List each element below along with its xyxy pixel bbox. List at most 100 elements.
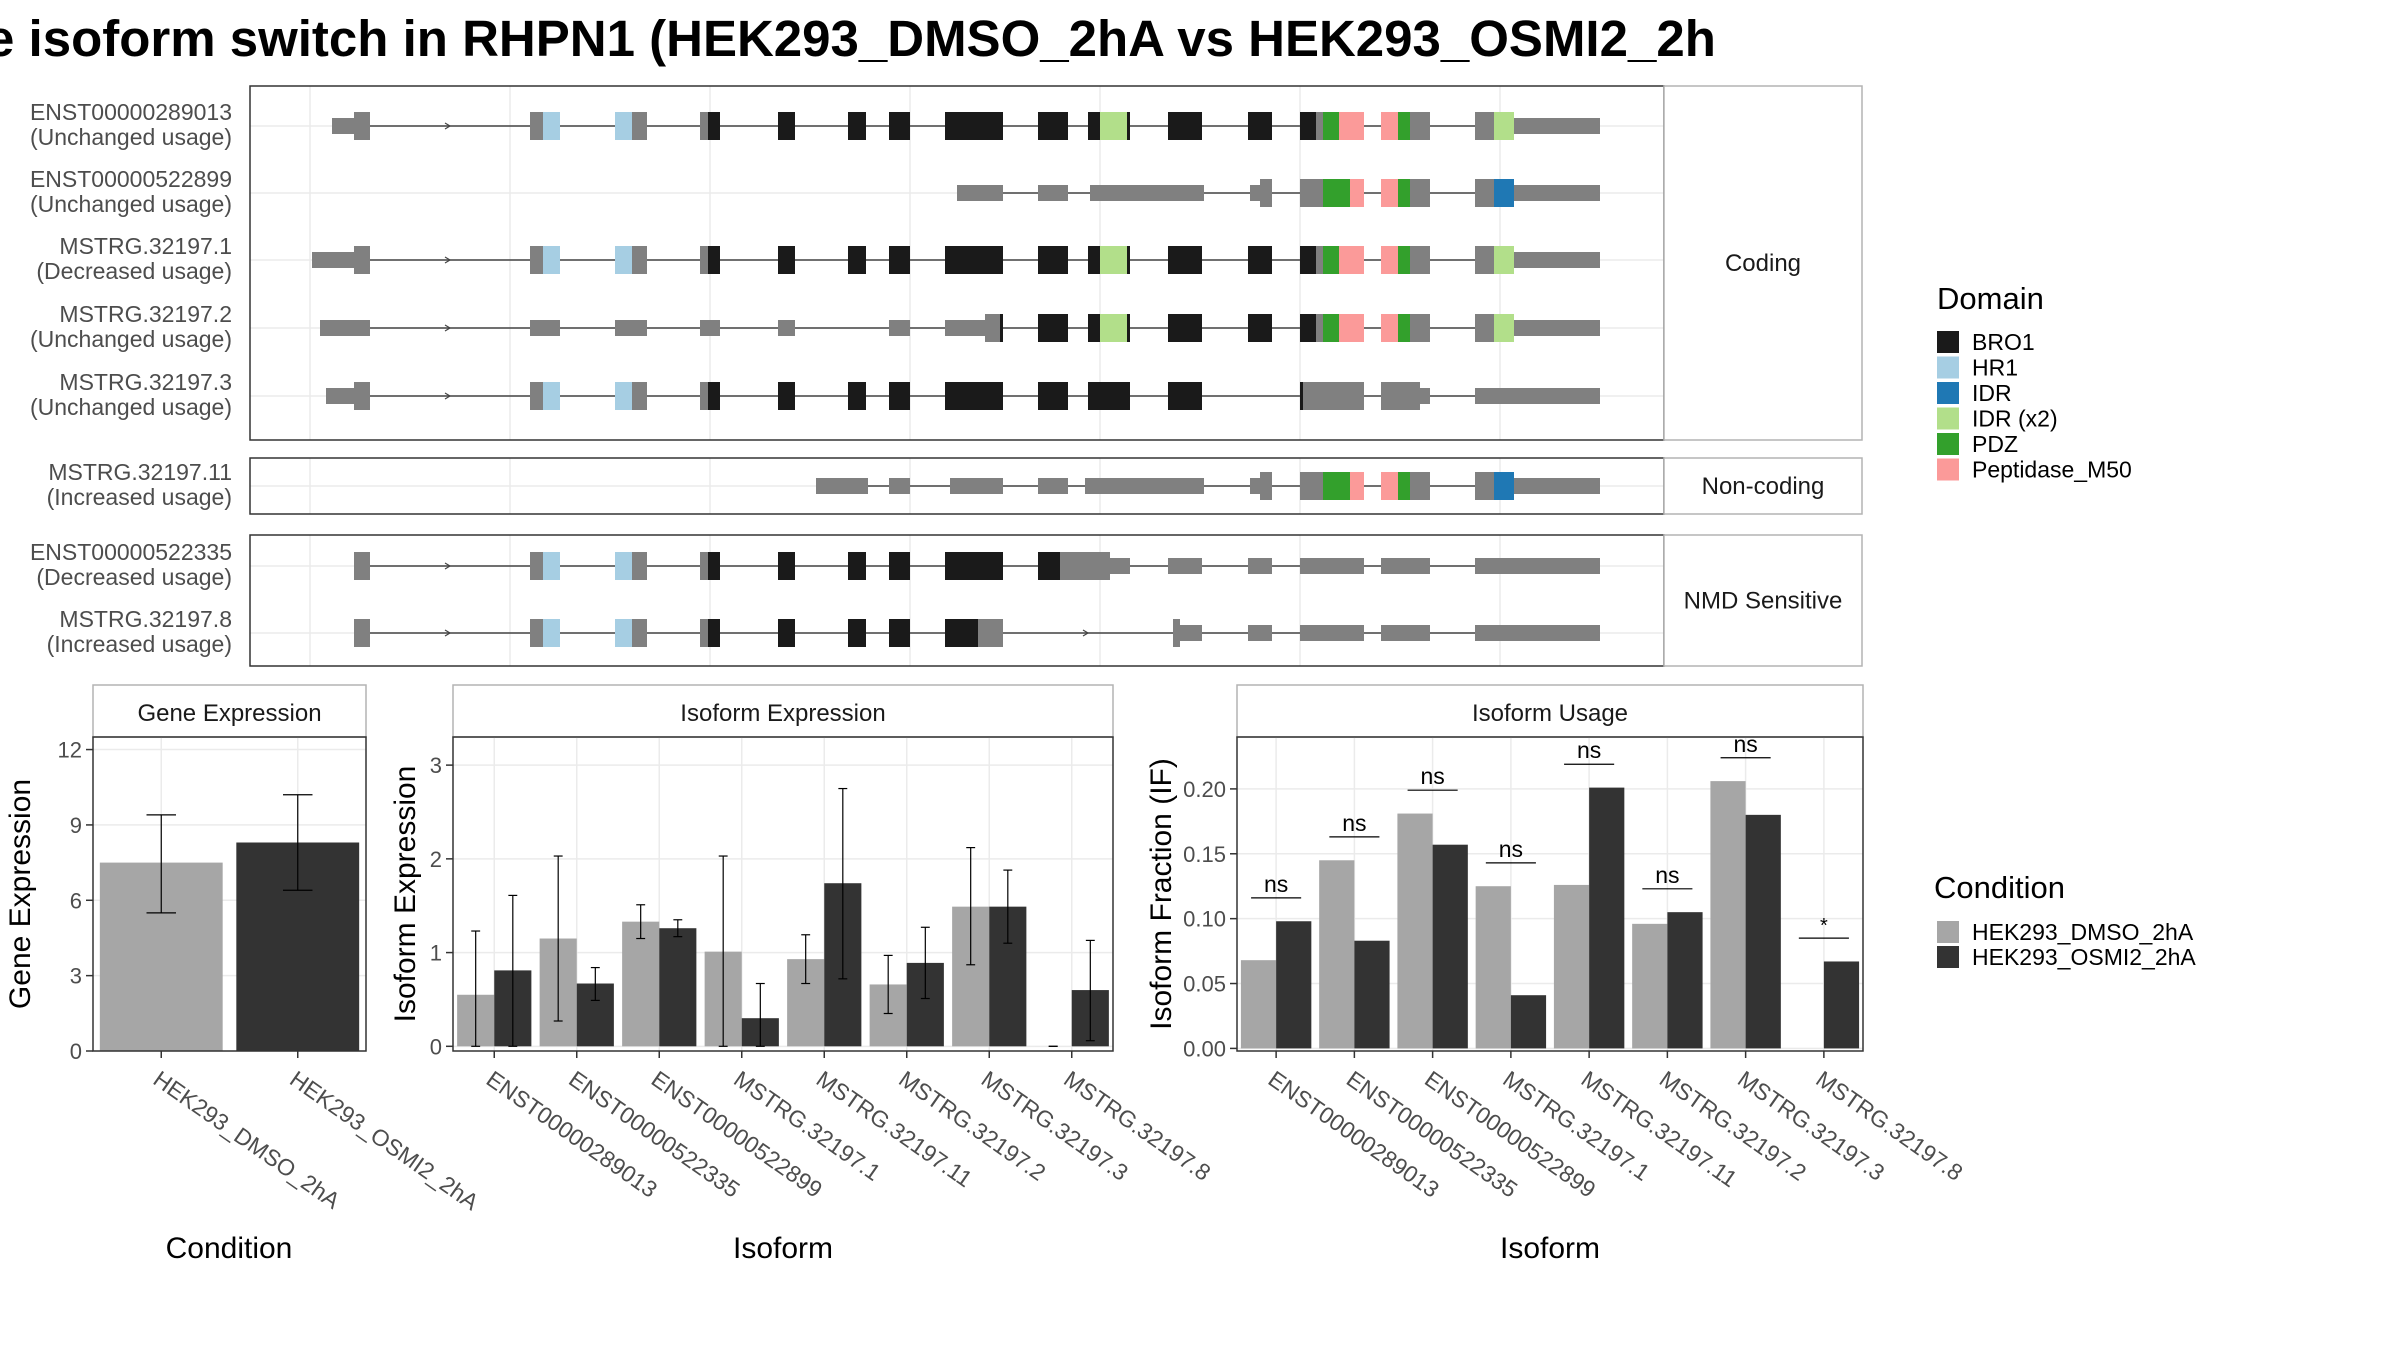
y-tick-label: 3 [70,964,82,989]
exon-segment [1168,382,1202,410]
significance-label: ns [1577,737,1601,763]
exon-segment [1381,558,1430,574]
legend-label: BRO1 [1972,329,2035,355]
exon-segment [1248,112,1272,140]
exon-segment [1514,185,1600,201]
exon-segment [530,552,543,580]
bar [1276,921,1312,1049]
exon-segment [778,112,795,140]
transcript-row [326,382,1600,410]
exon-segment [1494,179,1514,207]
exon-segment [816,478,868,494]
y-tick-label: 0.20 [1183,777,1226,802]
legend-key-pdz [1937,433,1959,455]
exon-segment [1248,625,1272,641]
exon-segment [615,552,632,580]
exon-segment [889,478,910,494]
exon-segment [1168,112,1202,140]
exon-segment [700,382,708,410]
isoform-id-label: MSTRG.32197.2 [59,301,232,327]
exon-segment [1350,179,1364,207]
exon-segment [1316,314,1323,342]
exon-segment [615,320,647,336]
exon-segment [945,552,1003,580]
exon-segment [1410,472,1430,500]
legend-key-idr-x2- [1937,407,1959,430]
exon-segment [530,112,543,140]
exon-segment [1248,246,1272,274]
exon-segment [1300,112,1316,140]
x-tick-label: MSTRG.32197.8 [1059,1066,1215,1186]
exon-segment [778,619,795,647]
isoform-usage-label: (Unchanged usage) [30,191,232,217]
exon-segment [848,112,866,140]
y-tick-label: 3 [430,753,442,778]
bar [1432,844,1468,1049]
exon-segment [1381,112,1398,140]
exon-segment [543,552,560,580]
exon-segment [1475,246,1494,274]
bar [1745,814,1781,1049]
chart-panel-border [1236,736,1864,1052]
isoform-usage-label: (Increased usage) [47,484,232,510]
exon-segment [945,112,1003,140]
isoform-id-label: ENST00000522899 [30,166,232,192]
exon-segment [1303,382,1364,410]
exon-segment [1248,558,1272,574]
chart-isoform-expression: Isoform Expression0123ENST00000289013ENS… [389,684,1216,1265]
exon-segment [1038,112,1068,140]
exon-segment [320,320,370,336]
exon-segment [1475,179,1494,207]
exon-segment [1494,112,1514,140]
chart-title-strip [1236,684,1864,738]
exon-segment [326,388,354,404]
exon-segment [1381,246,1398,274]
exon-segment [889,112,910,140]
exon-segment [778,320,795,336]
x-axis-title: Condition [166,1232,293,1265]
transcript-row [354,619,1600,647]
exon-segment [1300,558,1364,574]
exon-segment [1514,252,1600,268]
exon-segment [312,252,354,268]
legend-key-peptidase-m50 [1937,458,1959,481]
bar [1354,940,1390,1049]
x-tick-label: MSTRG.32197.3 [977,1066,1133,1186]
exon-segment [1410,179,1430,207]
exon-segment [1398,179,1410,207]
exon-segment [1494,246,1514,274]
bar [1553,884,1590,1049]
exon-segment [889,320,910,336]
exon-segment [1127,112,1130,140]
exon-segment [543,382,560,410]
figure-title: e isoform switch in RHPN1 (HEK293_DMSO_2… [0,10,1716,67]
exon-segment [1475,314,1494,342]
isoform-id-label: ENST00000289013 [30,99,232,125]
legend-key-condition-2 [1937,946,1959,968]
chart-isoform-usage: Isoform Usage ns ns ns ns ns ns ns * 0.00 0.05 0.10… [1145,684,1968,1265]
exon-segment [332,118,354,134]
legend-key-condition-1 [1937,921,1959,943]
legend-key-bro1 [1937,331,1959,353]
exon-segment [1127,314,1130,342]
exon-segment [543,246,560,274]
significance-label: ns [1420,763,1444,789]
exon-segment [1381,625,1430,641]
exon-segment [530,619,543,647]
legend-label: HEK293_DMSO_2hA [1972,919,2194,945]
exon-segment [530,382,543,410]
bar [622,921,660,1047]
exon-segment [708,382,720,410]
isoform-usage-label: (Decreased usage) [36,564,232,590]
isoform-usage-label: (Decreased usage) [36,258,232,284]
exon-segment [708,246,720,274]
exon-segment [1300,382,1303,410]
bar [1667,912,1703,1049]
exon-segment [1038,246,1068,274]
exon-segment [945,382,1003,410]
exon-segment [1168,558,1202,574]
exon-segment [530,320,560,336]
intron-arrow [1082,629,1090,637]
isoform-usage-label: (Unchanged usage) [30,394,232,420]
facet-strip [1663,85,1863,441]
